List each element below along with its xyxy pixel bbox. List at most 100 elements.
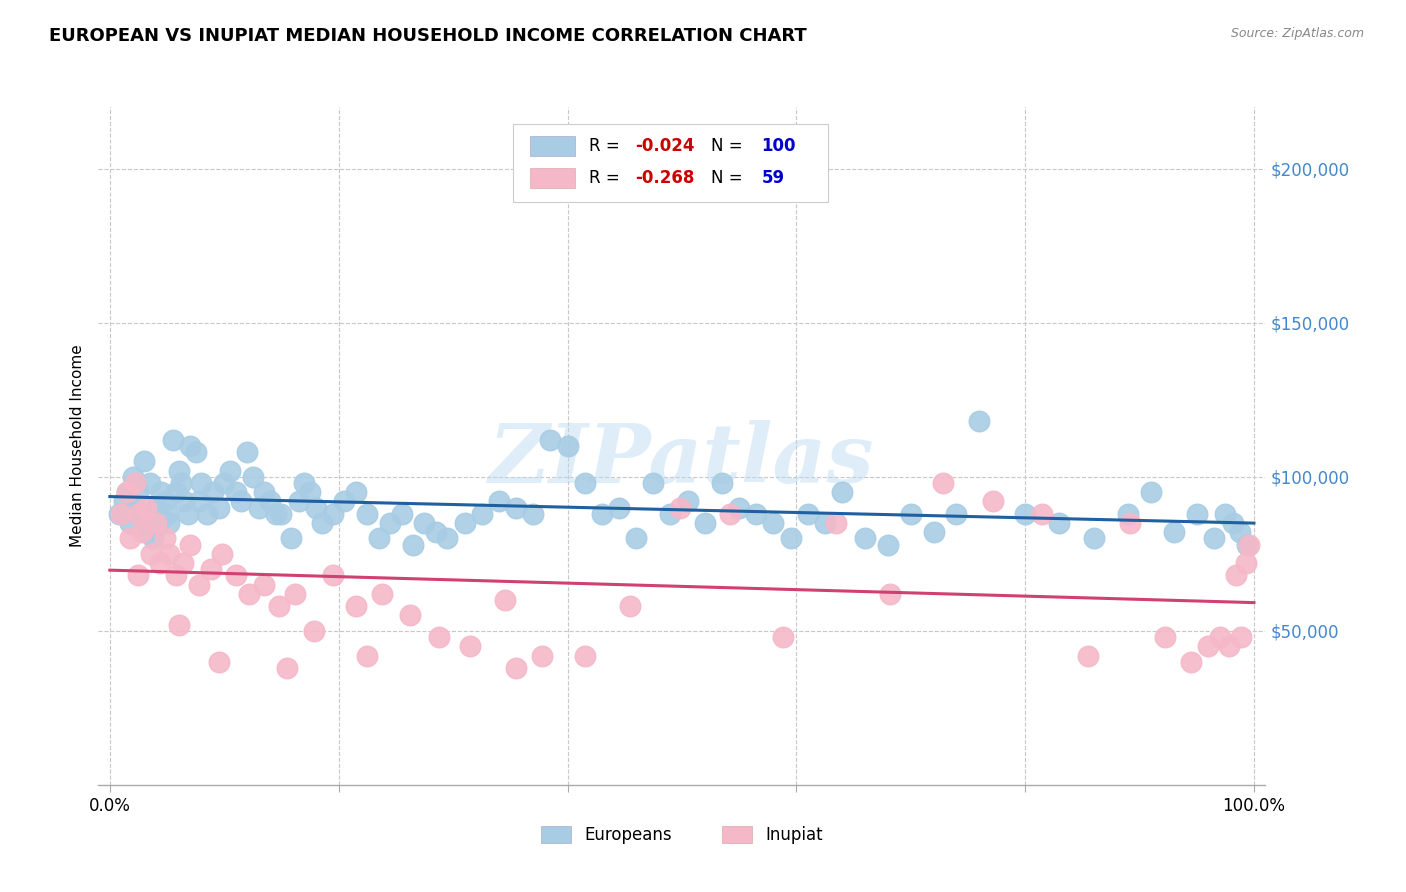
- Point: [745, 507, 768, 521]
- Point: [135, 525, 157, 540]
- Point: [207, 655, 229, 669]
- Point: [242, 470, 264, 484]
- Point: [127, 507, 149, 521]
- Point: [643, 475, 665, 490]
- Point: [879, 587, 901, 601]
- Point: [1197, 640, 1219, 654]
- Point: [1236, 538, 1258, 552]
- Point: [1116, 507, 1139, 521]
- Point: [214, 475, 236, 490]
- Point: [134, 454, 156, 468]
- Point: [356, 507, 378, 521]
- Point: [292, 475, 315, 490]
- Point: [398, 608, 420, 623]
- Point: [165, 568, 187, 582]
- Point: [176, 507, 198, 521]
- Point: [1239, 538, 1261, 552]
- Point: [139, 547, 162, 561]
- Point: [231, 494, 253, 508]
- Point: [1014, 507, 1036, 521]
- Text: N =: N =: [711, 136, 748, 154]
- Point: [157, 547, 180, 561]
- Point: [110, 507, 132, 521]
- Point: [693, 516, 716, 530]
- Point: [427, 630, 450, 644]
- Point: [302, 624, 325, 638]
- Point: [1077, 648, 1099, 663]
- Point: [184, 445, 207, 459]
- Point: [127, 568, 149, 582]
- Point: [188, 494, 211, 508]
- Y-axis label: Median Household Income: Median Household Income: [69, 344, 84, 548]
- Point: [1163, 525, 1185, 540]
- Point: [574, 648, 596, 663]
- Point: [1225, 568, 1247, 582]
- Point: [149, 556, 172, 570]
- Point: [356, 648, 378, 663]
- Point: [121, 470, 143, 484]
- Point: [280, 532, 302, 546]
- Point: [236, 445, 259, 459]
- Point: [1202, 532, 1225, 546]
- Point: [253, 577, 276, 591]
- Point: [1140, 485, 1163, 500]
- Point: [762, 516, 785, 530]
- Point: [322, 568, 344, 582]
- Point: [146, 516, 169, 530]
- Point: [574, 475, 596, 490]
- Point: [108, 507, 131, 521]
- Point: [131, 507, 153, 521]
- Point: [156, 507, 179, 521]
- Point: [172, 556, 194, 570]
- Point: [115, 485, 138, 500]
- Point: [211, 547, 233, 561]
- Text: Source: ZipAtlas.com: Source: ZipAtlas.com: [1230, 27, 1364, 40]
- Point: [779, 532, 801, 546]
- Point: [284, 587, 307, 601]
- Point: [344, 599, 367, 614]
- Point: [853, 532, 876, 546]
- Point: [1083, 532, 1105, 546]
- Point: [659, 507, 682, 521]
- Point: [190, 475, 212, 490]
- Point: [1185, 507, 1208, 521]
- Point: [200, 562, 222, 576]
- FancyBboxPatch shape: [530, 136, 575, 156]
- Point: [188, 577, 211, 591]
- Point: [505, 661, 527, 675]
- Point: [167, 617, 190, 632]
- Text: -0.024: -0.024: [636, 136, 695, 154]
- Point: [624, 532, 647, 546]
- Point: [299, 485, 322, 500]
- Point: [253, 485, 276, 500]
- Point: [219, 464, 242, 478]
- Point: [179, 538, 201, 552]
- Point: [1234, 556, 1257, 570]
- Point: [668, 500, 690, 515]
- Legend: Europeans, Inupiat: Europeans, Inupiat: [541, 826, 823, 845]
- Point: [436, 532, 458, 546]
- Point: [150, 485, 173, 500]
- Point: [814, 516, 837, 530]
- Point: [333, 494, 356, 508]
- Text: 100: 100: [761, 136, 796, 154]
- Point: [153, 494, 176, 508]
- Point: [488, 494, 510, 508]
- Point: [165, 485, 187, 500]
- Point: [1180, 655, 1202, 669]
- Point: [922, 525, 945, 540]
- Point: [120, 532, 142, 546]
- Point: [270, 507, 292, 521]
- Text: -0.268: -0.268: [636, 169, 695, 187]
- Point: [287, 494, 309, 508]
- Point: [718, 507, 741, 521]
- Point: [1218, 640, 1240, 654]
- Point: [876, 538, 898, 552]
- Point: [264, 507, 287, 521]
- Point: [710, 475, 733, 490]
- Point: [728, 500, 751, 515]
- Point: [195, 507, 218, 521]
- Point: [135, 500, 157, 515]
- Point: [344, 485, 367, 500]
- Point: [413, 516, 436, 530]
